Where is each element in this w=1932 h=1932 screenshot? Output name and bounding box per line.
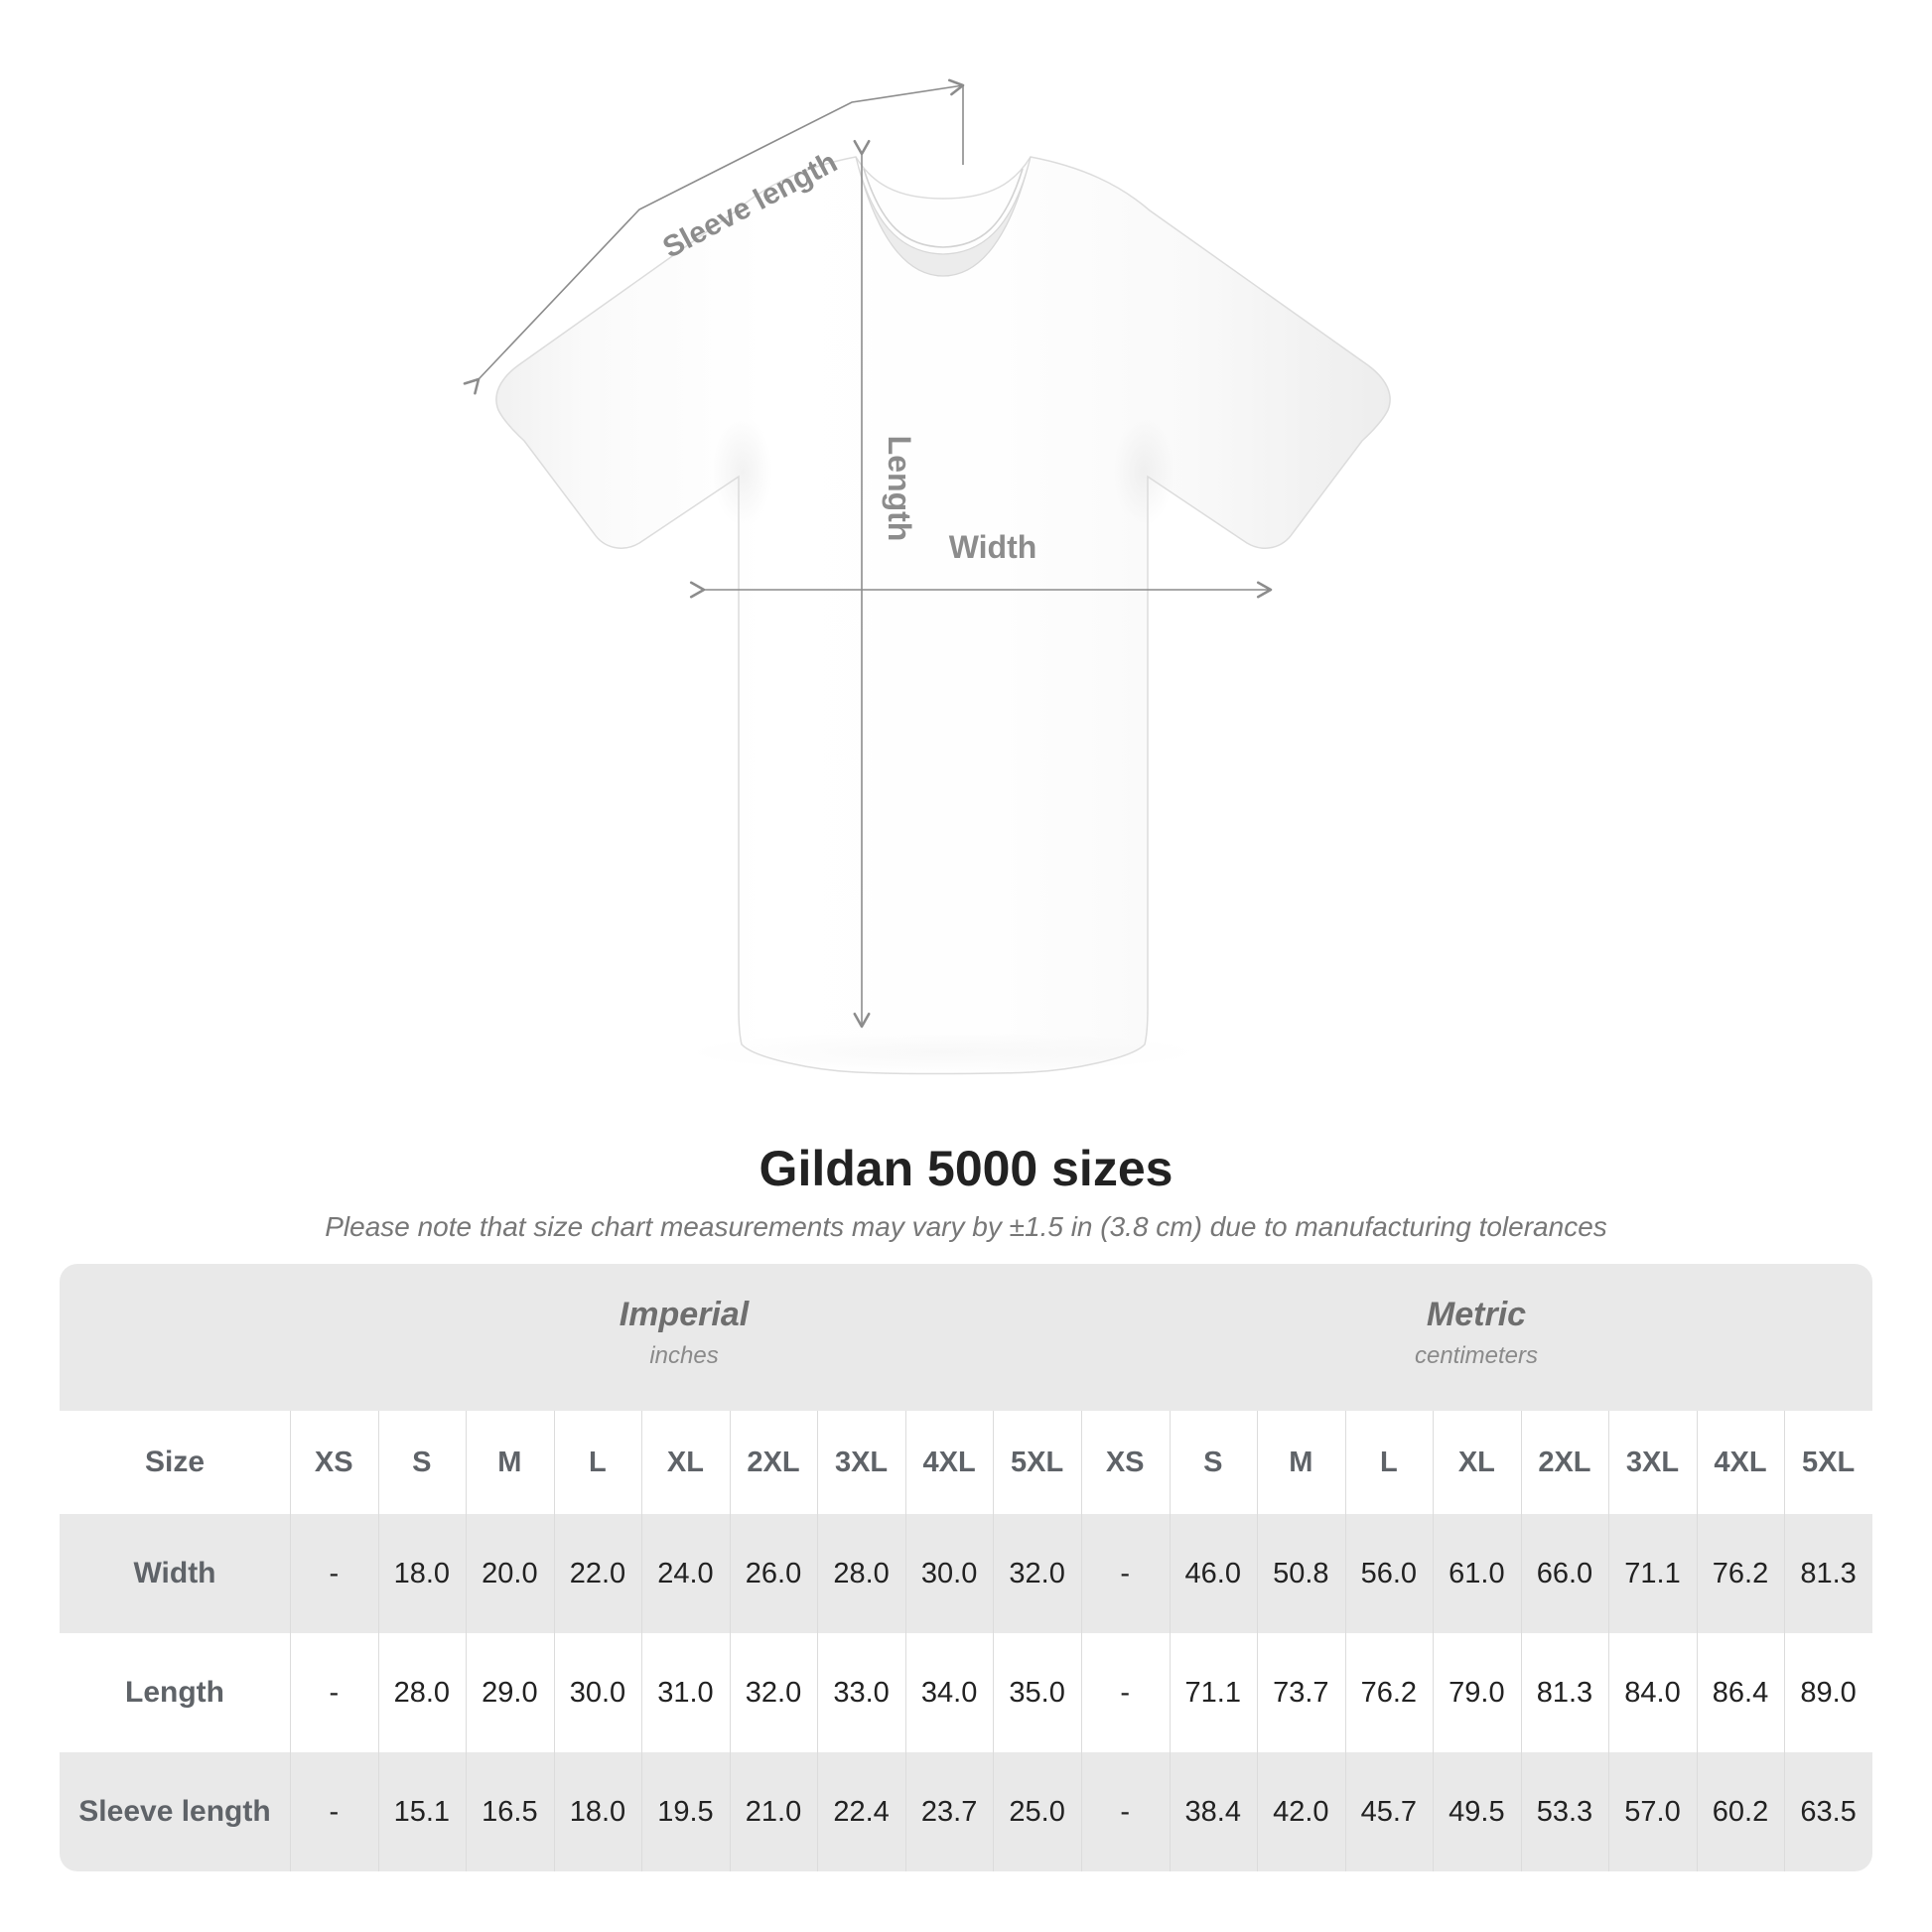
- svg-text:Length: Length: [882, 436, 917, 542]
- svg-text:Width: Width: [949, 529, 1037, 565]
